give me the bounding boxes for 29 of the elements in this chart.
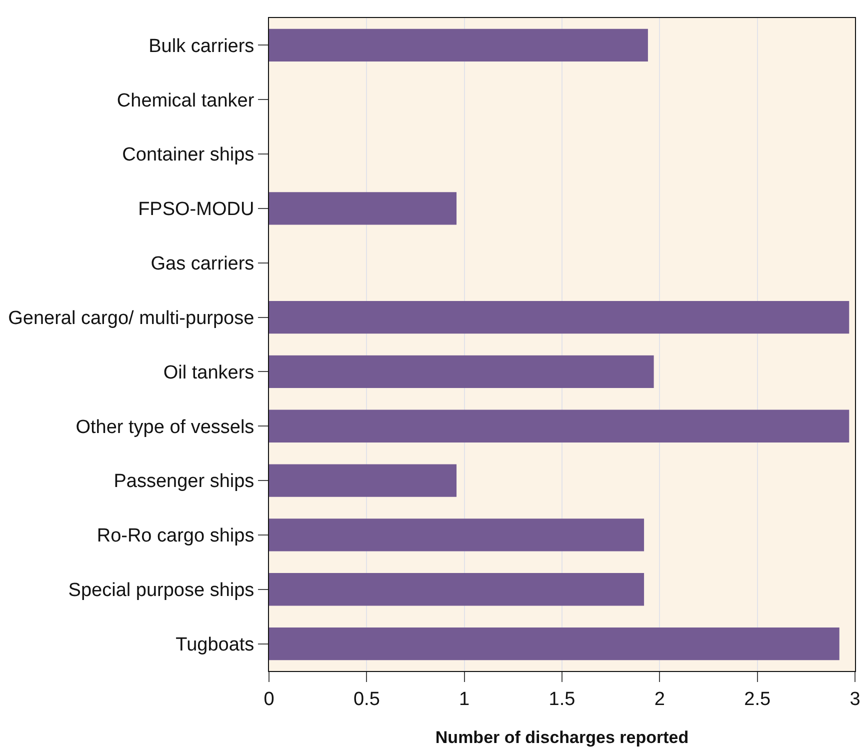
x-tick-label: 0.5 (353, 688, 380, 710)
x-tick-label: 2.5 (744, 688, 771, 710)
bar (269, 573, 644, 606)
bar (269, 518, 644, 552)
y-tick-label: Oil tankers (163, 362, 254, 384)
bar (269, 410, 850, 442)
y-tick-label: Chemical tanker (116, 90, 255, 112)
y-tick-label: Special purpose ships (68, 580, 254, 602)
bar (269, 192, 457, 225)
y-tick-label: Tugboats (176, 634, 254, 656)
x-tick-label: 2 (654, 688, 665, 710)
bar (269, 464, 457, 497)
x-tick-label: 3 (850, 688, 860, 710)
bar (269, 627, 840, 660)
bar (269, 355, 654, 388)
y-tick-label: Ro-Ro cargo ships (96, 526, 254, 547)
y-tick-label: Bulk carriers (148, 36, 254, 57)
y-tick-label: FPSO-MODU (138, 199, 254, 220)
x-tick-label: 1.5 (548, 688, 576, 710)
bar (269, 28, 648, 62)
x-tick-label: 1 (459, 688, 470, 710)
y-tick-label: Other type of vessels (76, 416, 254, 438)
y-tick-label: Gas carriers (150, 254, 254, 275)
y-tick-label: General cargo/ multi-purpose (8, 308, 254, 329)
y-tick-label: Passenger ships (114, 471, 254, 492)
x-tick-label: 0 (264, 688, 274, 710)
x-axis-title: Number of discharges reported (435, 728, 689, 748)
bar (269, 300, 850, 334)
y-tick-label: Container ships (122, 144, 254, 166)
